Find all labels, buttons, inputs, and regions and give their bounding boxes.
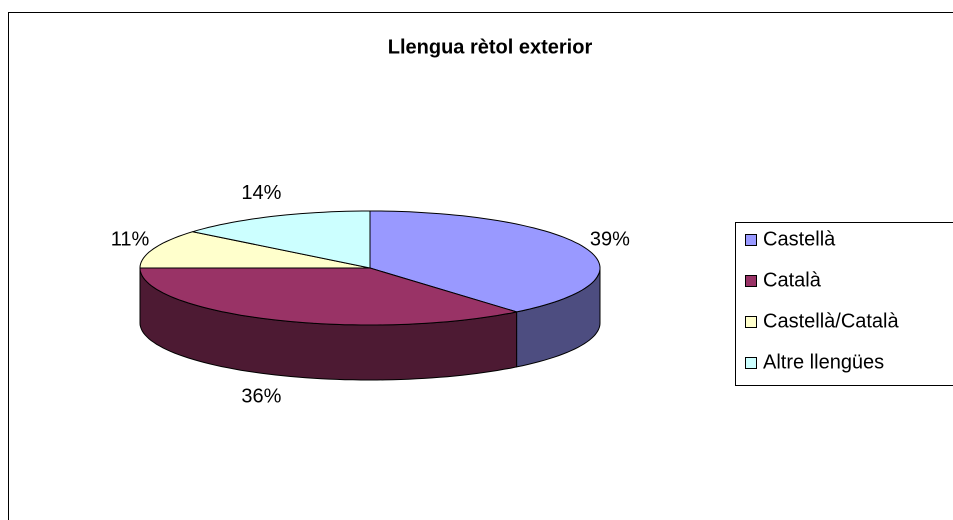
pie-slice [369, 210, 601, 313]
legend-label: Castellà/Català [763, 310, 900, 332]
pie-slice [139, 267, 517, 326]
pie-slice [139, 231, 371, 269]
chart-title: Llengua rètol exterior [388, 36, 593, 58]
legend-box [735, 222, 953, 386]
legend-swatch [745, 275, 757, 287]
legend-label: Castellà [763, 228, 836, 250]
data-label: 11% [111, 229, 150, 251]
data-label: 14% [241, 182, 281, 204]
legend-swatch [745, 357, 757, 369]
pie-slice [192, 210, 371, 269]
legend-swatch [745, 234, 757, 246]
data-label: 36% [241, 385, 281, 407]
legend-label: Altre llengües [763, 351, 884, 373]
data-label: 39% [590, 229, 630, 251]
legend-swatch [745, 316, 757, 328]
legend-label: Català [763, 269, 822, 291]
